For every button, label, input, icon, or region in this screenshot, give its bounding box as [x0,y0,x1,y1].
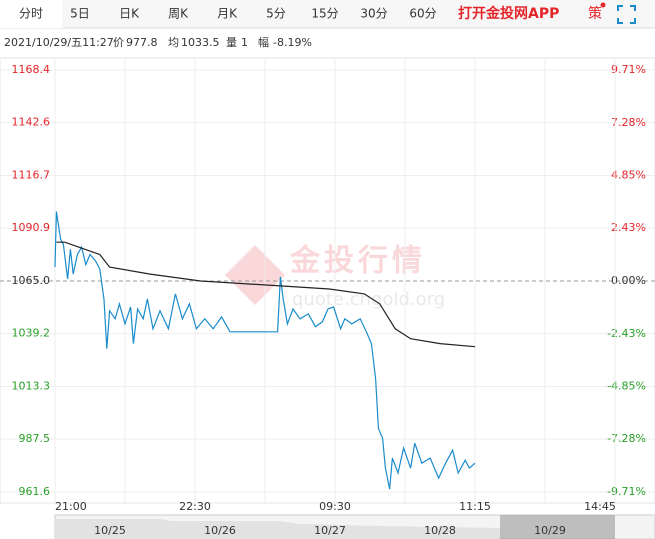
y2-tick-label: 7.28% [611,116,646,129]
navigator-shape [55,519,500,539]
x-tick-label: 11:15 [459,500,491,513]
info-change-label: 幅 [258,36,269,49]
badge [600,2,606,8]
y-tick-label: 1142.6 [12,116,51,129]
y2-tick-label: 9.71% [611,63,646,76]
tab[interactable]: 5日 [70,7,90,21]
info-volume-label: 量 [226,36,237,49]
info-avg-label: 均 [168,36,179,49]
y2-tick-label: 2.43% [611,221,646,234]
tab[interactable]: 5分 [266,7,286,21]
info-change: -8.19% [273,36,312,49]
info-price-label: 价 [113,36,124,49]
y2-tick-label: -4.85% [607,379,646,392]
y-tick-label: 1065.0 [12,274,51,287]
x-tick-label: 09:30 [319,500,351,513]
x-tick-label: 21:00 [55,500,87,513]
strategy-button[interactable]: 策 [588,5,602,22]
tab-active [0,0,62,28]
watermark-logo [225,245,285,305]
tab[interactable]: 15分 [311,7,338,21]
tab[interactable]: 日K [119,7,140,21]
fullscreen-icon[interactable] [617,5,636,24]
y-tick-label: 987.5 [19,432,51,445]
y2-tick-label: -7.28% [607,432,646,445]
watermark-url: quote.cngold.org [292,289,445,310]
x-tick-label: 22:30 [179,500,211,513]
y2-tick-label: -9.71% [607,485,646,498]
tab-bar [0,0,655,28]
y2-tick-label: 4.85% [611,169,646,182]
price-line [56,241,476,348]
y-tick-label: 1013.3 [12,380,51,393]
price-line [54,211,476,490]
navigator-label: 10/29 [534,524,566,537]
watermark-brand: 金投行情 [289,244,426,279]
tab[interactable]: 60分 [409,7,436,21]
y2-tick-label: -2.43% [607,327,646,340]
info-avg: 1033.5 [181,36,220,49]
y-tick-label: 1039.2 [12,327,51,340]
info-price: 977.8 [126,36,158,49]
y-tick-label: 1116.7 [12,169,51,182]
info-datetime: 2021/10/29/五11:27 [4,36,114,49]
y-tick-label: 1168.4 [12,63,51,76]
tab[interactable]: 周K [168,7,189,21]
x-tick-label: 14:45 [584,500,616,513]
tab[interactable]: 月K [217,7,238,21]
y-tick-label: 961.6 [19,485,51,498]
navigator-window[interactable] [500,515,615,539]
tab[interactable]: 30分 [360,7,387,21]
plot-frame [0,57,655,504]
tab[interactable]: 分时 [19,7,43,21]
y-tick-label: 1090.9 [12,221,51,234]
y2-tick-label: 0.00% [611,274,646,287]
navigator-label: 10/28 [424,524,456,537]
navigator-label: 10/26 [204,524,236,537]
navigator-label: 10/25 [94,524,126,537]
app-link[interactable]: 打开金投网APP [458,5,559,22]
navigator-label: 10/27 [314,524,346,537]
watermark: 金投行情 quote.cngold.org [225,244,445,310]
info-volume: 1 [241,36,248,49]
